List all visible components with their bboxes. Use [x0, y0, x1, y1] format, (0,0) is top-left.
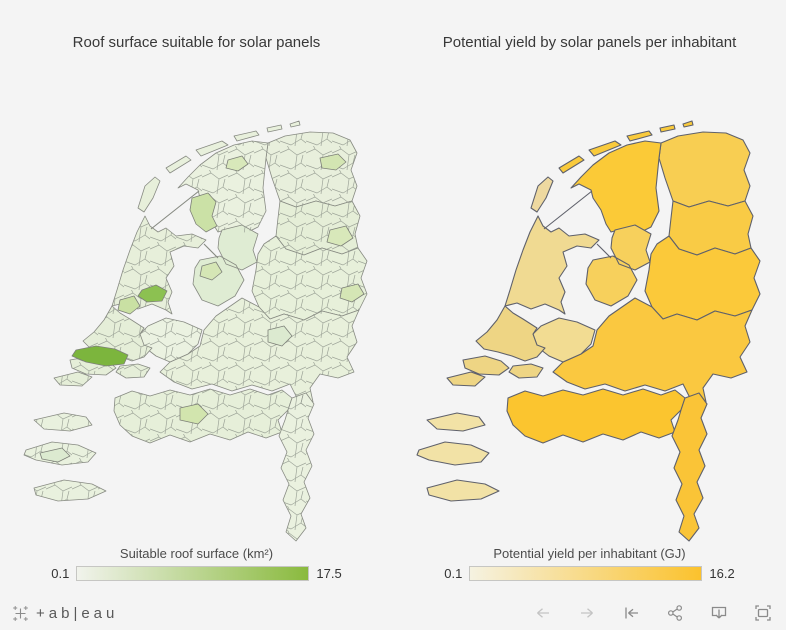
province-flevoland[interactable]	[585, 224, 652, 307]
region-groningen[interactable]	[265, 131, 358, 208]
tableau-logo-text: +ab|eau	[36, 604, 119, 622]
municipality-emmen[interactable]	[326, 225, 354, 247]
share-icon[interactable]	[665, 603, 685, 623]
right-legend-gradient-bar[interactable]	[469, 566, 703, 581]
municipality-leeuwarden[interactable]	[225, 155, 249, 172]
province-friesland[interactable]	[570, 140, 662, 234]
municipality-sudwest-fryslan[interactable]	[189, 192, 218, 233]
municipality-haarlemmermeer[interactable]	[117, 295, 141, 315]
province-drenthe[interactable]	[668, 200, 754, 256]
municipality-almere[interactable]	[199, 261, 223, 281]
municipality-rotterdam[interactable]	[71, 345, 129, 367]
right-legend-min: 0.1	[444, 566, 463, 581]
left-legend-min: 0.1	[51, 566, 70, 581]
download-icon[interactable]	[709, 603, 729, 623]
choropleth-map-municipalities	[23, 120, 368, 542]
left-legend: Suitable roof surface (km²) 0.1 17.5	[0, 546, 393, 581]
tableau-sparkle-icon	[13, 605, 28, 621]
redo-arrow-icon[interactable]	[577, 603, 597, 623]
dike-lines	[150, 190, 219, 259]
province-zeeland[interactable]	[416, 412, 500, 502]
left-legend-max: 17.5	[316, 566, 342, 581]
choropleth-map-provinces	[416, 120, 761, 542]
left-legend-gradient-bar[interactable]	[76, 566, 310, 581]
municipality-zeeland-cell[interactable]	[39, 447, 71, 463]
province-noord-holland[interactable]	[504, 215, 600, 315]
municipality-groningen-city[interactable]	[319, 153, 347, 171]
tableau-footer: +ab|eau	[0, 596, 786, 630]
municipality-apeldoorn[interactable]	[267, 325, 293, 347]
region-friesland[interactable]	[177, 140, 269, 234]
panel-potential-yield: Potential yield by solar panels per inha…	[393, 0, 786, 596]
left-legend-title: Suitable roof surface (km²)	[119, 546, 274, 561]
right-legend-max: 16.2	[709, 566, 735, 581]
province-zuid-holland[interactable]	[446, 305, 546, 387]
fullscreen-icon[interactable]	[753, 603, 773, 623]
province-noord-brabant[interactable]	[506, 388, 686, 444]
province-groningen[interactable]	[658, 131, 751, 208]
right-legend: Potential yield per inhabitant (GJ) 0.1 …	[393, 546, 786, 581]
region-zuid-holland[interactable]	[53, 305, 153, 387]
right-map-title: Potential yield by solar panels per inha…	[442, 34, 737, 51]
municipality-tilburg[interactable]	[179, 403, 209, 425]
province-texel[interactable]	[530, 176, 554, 213]
municipality-amsterdam[interactable]	[137, 284, 168, 303]
left-map-title: Roof surface suitable for solar panels	[72, 34, 321, 51]
tableau-logo[interactable]: +ab|eau	[12, 605, 118, 622]
dike-lines	[543, 190, 612, 259]
right-legend-title: Potential yield per inhabitant (GJ)	[493, 546, 686, 561]
region-texel[interactable]	[137, 176, 161, 213]
footer-toolbar	[533, 603, 773, 623]
reset-view-icon[interactable]	[621, 603, 641, 623]
province-limburg[interactable]	[671, 392, 708, 542]
municipality-enschede[interactable]	[339, 283, 365, 303]
region-limburg[interactable]	[278, 392, 315, 542]
panel-roof-surface: Roof surface suitable for solar panels	[0, 0, 393, 596]
undo-arrow-icon[interactable]	[533, 603, 553, 623]
